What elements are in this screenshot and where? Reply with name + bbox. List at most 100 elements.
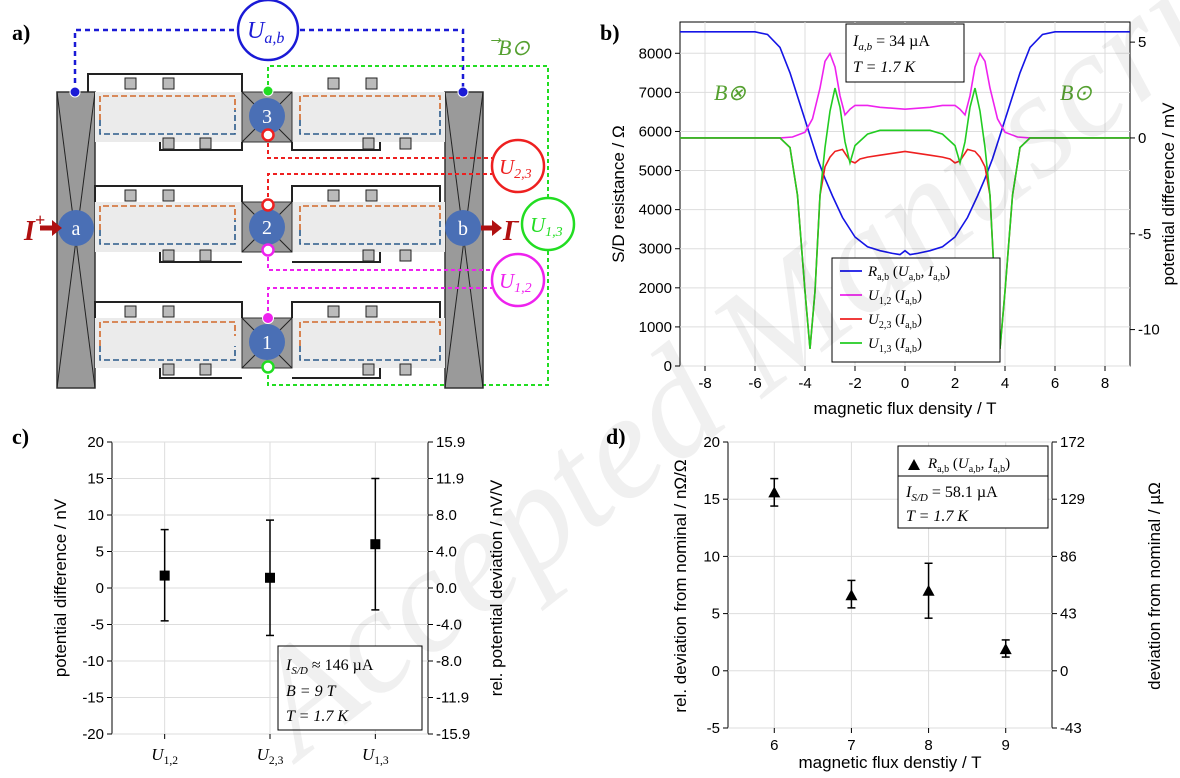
legend-label: U1,3 (Ia,b) (868, 336, 922, 355)
tap-2-bottom (261, 243, 275, 257)
y2-tick-label: 86 (1060, 548, 1077, 565)
y-tick-label: 5 (96, 544, 104, 561)
y-tick-label: 3000 (639, 241, 672, 258)
x-axis-label-b: magnetic flux density / T (814, 399, 997, 418)
svg-text:I-: I- (502, 210, 520, 247)
field-label-b-right: B⊙ (1060, 80, 1092, 105)
voltmeter-u12 (490, 252, 546, 308)
x-tick-label: 4 (1001, 375, 1009, 392)
u12-wire (267, 250, 492, 271)
y-axis-label-b: S/D resistance / Ω (609, 125, 628, 262)
info-box-b: Ia,b = 34 µA T = 1.7 K (845, 23, 965, 83)
legend-label: U2,3 (Ia,b) (868, 312, 922, 331)
contact-a: a (58, 210, 94, 246)
x-tick-label: -4 (798, 375, 811, 392)
tap-3-bottom (261, 128, 275, 142)
series-line-0 (680, 30, 1130, 256)
y2-axis-label-b: potential difference / mV (1159, 102, 1178, 286)
y2-tick-label: 8.0 (436, 507, 457, 524)
voltmeter-u12-label: U1,2 (499, 269, 532, 296)
legend-b: Ra,b (Ua,b, Ia,b) U1,2 (Ia,b) U2,3 (Ia,b) U… (831, 257, 1001, 363)
data-point (265, 572, 275, 583)
x-tick-label: 6 (1051, 375, 1059, 392)
y2-tick-label: 43 (1060, 606, 1077, 623)
y-tick-label: -5 (91, 617, 104, 634)
y2-tick-label: 129 (1060, 491, 1085, 508)
svg-text:2: 2 (262, 217, 272, 239)
y-tick-label: 0 (712, 663, 720, 680)
field-label-top: ⃗B⊙ (491, 35, 530, 60)
y-tick-label: 20 (703, 434, 720, 451)
y-axis-label-c: potential difference / nV (51, 498, 70, 677)
voltmeter-u-ab-label: Ua,b (247, 18, 284, 47)
svg-text:I+: I+ (23, 210, 45, 247)
chart-c: c) -20 -15.9 -15 -11.9 -10 -8.0 -5 -4.0 0 0.0 5 4.0… (12, 424, 506, 767)
svg-text:Ia,b = 34 µA: Ia,b = 34 µA (852, 33, 930, 53)
legend-d: Ra,b (Ua,b, Ia,b) (897, 445, 1049, 477)
x-tick-label: U1,2 (151, 745, 178, 767)
x-tick-label: U1,3 (362, 745, 389, 767)
y-tick-label: 15 (703, 491, 720, 508)
y2-tick-label: -5 (1138, 226, 1151, 243)
contact-2: 2 (249, 209, 285, 245)
y-tick-label: 10 (703, 548, 720, 565)
y-tick-label: 0 (96, 580, 104, 597)
bond-pads (124, 77, 412, 376)
y-tick-label: 1000 (639, 319, 672, 336)
svg-text:3: 3 (262, 106, 272, 128)
y2-axis-label-d: deviation from nominal / µΩ (1145, 482, 1164, 690)
tap-ab-right (457, 86, 469, 98)
tap-3-top (262, 85, 274, 97)
u13-wire (267, 65, 549, 200)
y-tick-label: 6000 (639, 123, 672, 140)
y2-tick-label: 0 (1138, 130, 1146, 147)
contact-b: b (445, 210, 481, 246)
y2-tick-label: -10 (1138, 322, 1160, 339)
panel-label-d: d) (606, 424, 626, 449)
voltmeter-u-ab (236, 0, 300, 62)
current-out-arrow: I- (481, 210, 520, 247)
svg-text:a: a (72, 218, 81, 240)
y-tick-label: 2000 (639, 280, 672, 297)
u-ab-wire (73, 28, 236, 92)
y2-tick-label: -4.0 (436, 617, 462, 634)
y-tick-label: 5 (712, 606, 720, 623)
data-point (370, 539, 381, 550)
x-tick-label: -2 (848, 375, 861, 392)
tap-2-top (261, 198, 275, 212)
tap-1-bottom (261, 360, 275, 374)
info-box-c: IS/D ≈ 146 µA B = 9 T T = 1.7 K (277, 645, 423, 731)
y2-tick-label: 0 (1060, 663, 1068, 680)
svg-text:T = 1.7 K: T = 1.7 K (286, 708, 349, 725)
y2-tick-label: -15.9 (436, 726, 470, 743)
y2-tick-label: -8.0 (436, 653, 462, 670)
y-tick-label: 10 (87, 507, 104, 524)
y-tick-label: -10 (82, 653, 104, 670)
x-tick-label: 8 (924, 737, 932, 754)
voltmeter-u13-label: U1,3 (530, 213, 563, 240)
svg-text:T = 1.7 K: T = 1.7 K (853, 59, 916, 76)
x-tick-label: U2,3 (257, 745, 284, 767)
field-label-b-left: B⊗ (714, 80, 746, 105)
tap-ab-left (69, 86, 81, 98)
panel-label-b: b) (600, 20, 620, 45)
y2-tick-label: 4.0 (436, 544, 457, 561)
tap-1-top (262, 312, 274, 324)
chart-d: d) -5 -43 0 0 5 43 10 86 15 129 20 172 6 7 8 9 magnetic… (606, 424, 1164, 772)
contact-3: 3 (249, 98, 285, 134)
svg-text:IS/D = 58.1 µA: IS/D = 58.1 µA (905, 484, 998, 504)
x-tick-label: 9 (1002, 737, 1010, 754)
y-tick-label: 7000 (639, 84, 672, 101)
y-tick-label: 5000 (639, 163, 672, 180)
voltmeter-u13 (520, 196, 576, 252)
y2-tick-label: -11.9 (436, 690, 469, 707)
x-tick-label: -6 (748, 375, 761, 392)
voltmeter-u23 (490, 138, 546, 194)
x-tick-label: -8 (698, 375, 711, 392)
x-tick-label: 7 (847, 737, 855, 754)
y-tick-label: 4000 (639, 202, 672, 219)
data-point (768, 486, 781, 498)
y2-tick-label: 15.9 (436, 434, 465, 451)
y-tick-label: -5 (707, 720, 720, 737)
x-axis-label-d: magnetic flux denstiy / T (799, 753, 982, 772)
